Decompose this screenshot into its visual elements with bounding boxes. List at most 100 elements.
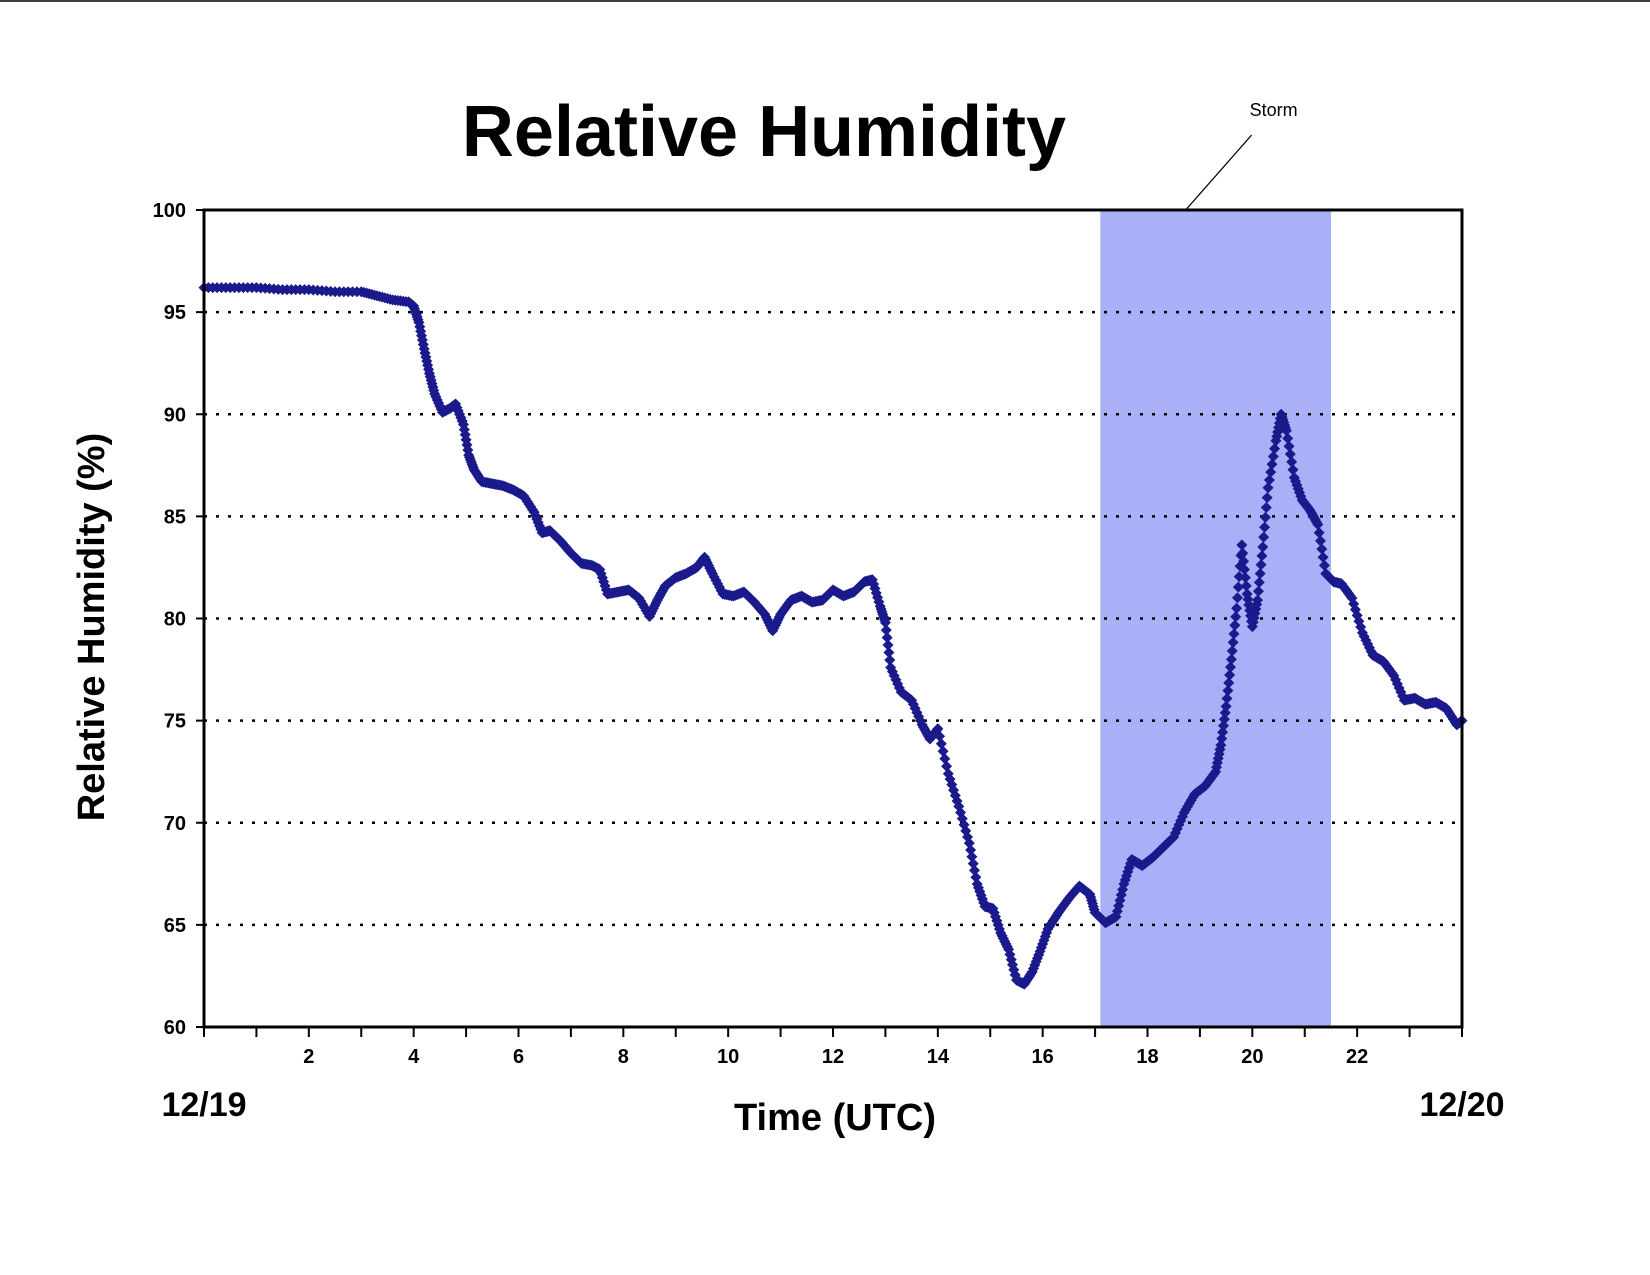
- data-point: [1218, 713, 1230, 725]
- x-tick-label: 10: [717, 1046, 739, 1068]
- data-point: [1227, 636, 1239, 648]
- x-tick-label: 18: [1136, 1046, 1158, 1068]
- y-tick-label: 80: [164, 609, 186, 631]
- x-tick-label: 8: [618, 1046, 629, 1068]
- data-point: [880, 624, 892, 636]
- data-point: [1253, 576, 1265, 588]
- data-point: [1224, 669, 1236, 681]
- y-tick-label: 60: [164, 1017, 186, 1039]
- data-point: [1283, 440, 1295, 452]
- data-points: [198, 282, 1468, 990]
- data-point: [1314, 535, 1326, 547]
- data-point: [1222, 685, 1234, 697]
- data-point: [1255, 559, 1267, 571]
- data-point: [1265, 466, 1277, 478]
- data-point: [1238, 563, 1250, 575]
- data-point: [1254, 568, 1266, 580]
- storm-annotation-leader-line: [1185, 134, 1253, 211]
- data-point: [884, 654, 896, 666]
- data-point: [1216, 733, 1228, 745]
- data-point: [1226, 645, 1238, 657]
- data-point: [1237, 547, 1249, 559]
- y-tick-label: 75: [164, 711, 186, 733]
- y-tick-label: 65: [164, 915, 186, 937]
- storm-band: [1100, 210, 1331, 1027]
- x-tick-label: 16: [1032, 1046, 1054, 1068]
- x-tick-label: 14: [927, 1046, 950, 1068]
- date-label: 12/20: [1419, 1086, 1504, 1124]
- data-point: [1267, 450, 1279, 462]
- data-point: [939, 753, 951, 765]
- data-point: [932, 723, 944, 735]
- data-point: [1282, 432, 1294, 444]
- data-point: [1318, 559, 1330, 571]
- x-tick-label: 2: [303, 1046, 314, 1068]
- data-point: [1286, 456, 1298, 468]
- data-point: [1263, 474, 1275, 486]
- y-tick-label: 70: [164, 813, 186, 835]
- x-axis-title: Time (UTC): [734, 1097, 936, 1139]
- y-axis-ticks: 60 65 70 75 80 85 90 95 100: [153, 200, 204, 1039]
- data-point: [1260, 502, 1272, 514]
- x-tick-label: 12: [822, 1046, 844, 1068]
- data-point: [1221, 692, 1233, 704]
- x-tick-label: 4: [408, 1046, 420, 1068]
- data-point: [1313, 527, 1325, 539]
- data-point: [1261, 492, 1273, 504]
- data-point: [1231, 592, 1243, 604]
- data-point: [1229, 619, 1241, 631]
- data-point: [1266, 458, 1278, 470]
- data-point: [1224, 661, 1236, 673]
- data-point: [883, 647, 895, 659]
- y-axis-title: Relative Humidity (%): [71, 433, 113, 822]
- data-point: [1218, 720, 1230, 732]
- data-point: [1317, 551, 1329, 563]
- storm-band-group: Storm: [1100, 100, 1331, 1027]
- data-point: [1256, 550, 1268, 562]
- x-tick-label: 22: [1346, 1046, 1368, 1068]
- data-point: [879, 617, 891, 629]
- data-point: [1217, 726, 1229, 738]
- data-point: [1259, 521, 1271, 533]
- data-point: [937, 745, 949, 757]
- data-point: [1259, 511, 1271, 523]
- data-point: [1238, 555, 1250, 567]
- data-point: [1284, 448, 1296, 460]
- data-point: [935, 738, 947, 750]
- data-point: [1287, 464, 1299, 476]
- data-point: [1220, 700, 1232, 712]
- data-point: [1312, 519, 1324, 531]
- data-point: [1239, 572, 1251, 584]
- chart-title: Relative Humidity: [462, 92, 1066, 172]
- storm-annotation-label: Storm: [1250, 100, 1298, 120]
- data-point: [1240, 580, 1252, 592]
- data-point: [1252, 594, 1264, 606]
- data-point: [1269, 443, 1281, 455]
- x-axis-ticks: 2 4 6 8 10 12 14 16 18 20 22: [203, 1027, 1463, 1068]
- data-point: [1280, 425, 1292, 437]
- data-point: [1215, 739, 1227, 751]
- y-tick-label: 95: [164, 302, 186, 324]
- x-tick-label: 20: [1241, 1046, 1263, 1068]
- data-point: [1225, 653, 1237, 665]
- data-point: [1258, 531, 1270, 543]
- data-point: [1232, 581, 1244, 593]
- data-point: [934, 730, 946, 742]
- data-point: [882, 639, 894, 651]
- data-point: [1230, 611, 1242, 623]
- data-point: [1219, 707, 1231, 719]
- data-point: [1231, 602, 1243, 614]
- data-point: [1257, 541, 1269, 553]
- x-tick-label: 6: [513, 1046, 524, 1068]
- data-point: [941, 760, 953, 772]
- y-tick-label: 85: [164, 506, 186, 528]
- y-tick-label: 90: [164, 404, 186, 426]
- date-label: 12/19: [161, 1086, 246, 1124]
- date-labels: 12/19 12/20: [161, 1086, 1504, 1124]
- data-point: [1228, 628, 1240, 640]
- data-point: [881, 632, 893, 644]
- data-point: [1316, 543, 1328, 555]
- data-point: [1252, 585, 1264, 597]
- data-point: [1223, 677, 1235, 689]
